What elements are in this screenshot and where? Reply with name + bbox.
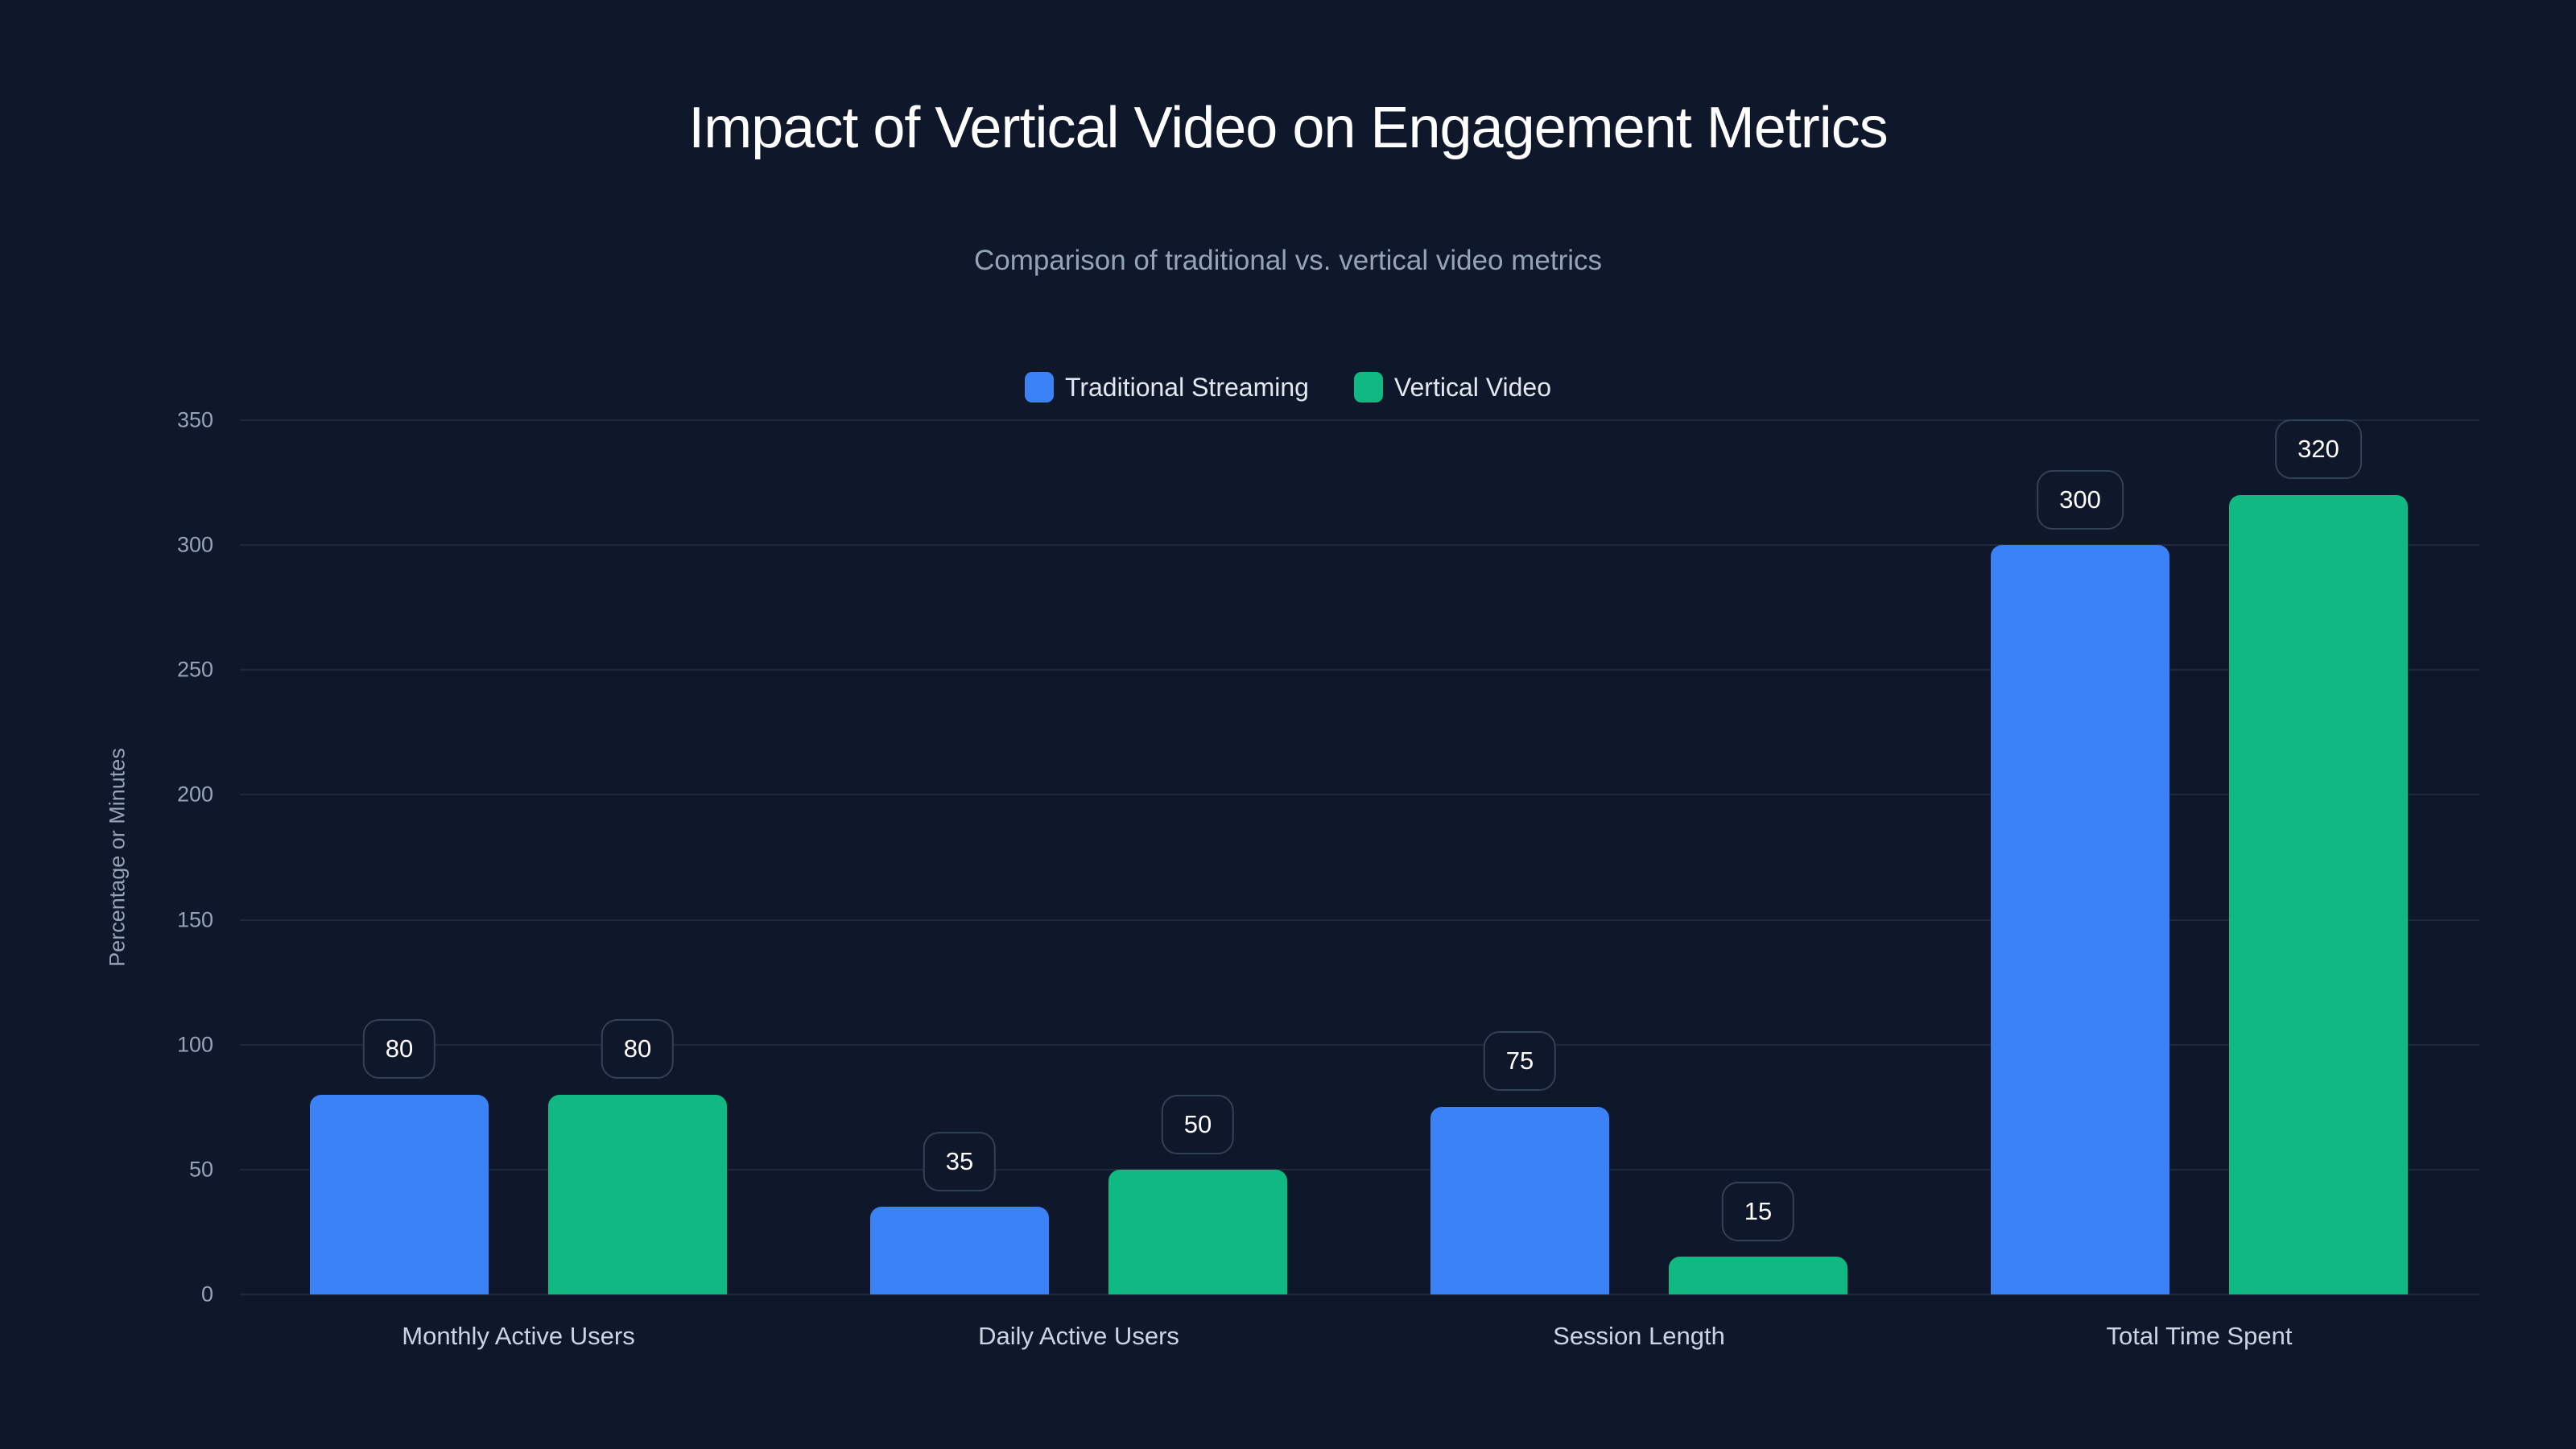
- value-label: 320: [2275, 419, 2362, 479]
- legend-item-traditional-streaming[interactable]: Traditional Streaming: [1024, 372, 1309, 402]
- y-tick: 200: [176, 782, 213, 807]
- gridline-baseline: [240, 1294, 2479, 1295]
- value-label: 15: [1721, 1182, 1795, 1241]
- gridline: [240, 419, 2479, 421]
- y-tick: 300: [176, 532, 213, 557]
- legend-label: Vertical Video: [1393, 372, 1552, 402]
- gridline: [240, 669, 2479, 671]
- y-axis-title: Percentage or Minutes: [105, 748, 130, 967]
- bar-traditional-daily-active-users[interactable]: [870, 1207, 1049, 1294]
- y-tick: 0: [200, 1282, 213, 1307]
- bar-vertical-monthly-active-users[interactable]: [548, 1095, 727, 1294]
- chart-subtitle: Comparison of traditional vs. vertical v…: [973, 245, 1602, 276]
- bar-traditional-session-length[interactable]: [1430, 1107, 1609, 1294]
- value-label: 80: [601, 1019, 675, 1079]
- value-label: 75: [1483, 1031, 1557, 1091]
- bar-traditional-monthly-active-users[interactable]: [310, 1095, 489, 1294]
- legend: Traditional Streaming Vertical Video: [0, 372, 2576, 402]
- gridline: [240, 1044, 2479, 1046]
- gridline: [240, 794, 2479, 795]
- gridline: [240, 1169, 2479, 1170]
- legend-swatch-green-icon: [1353, 372, 1383, 402]
- y-tick: 250: [176, 657, 213, 682]
- value-label: 80: [362, 1019, 436, 1079]
- value-label: 50: [1161, 1095, 1235, 1154]
- gridline: [240, 919, 2479, 921]
- bar-vertical-total-time-spent[interactable]: [2229, 495, 2408, 1294]
- bar-vertical-daily-active-users[interactable]: [1108, 1170, 1287, 1294]
- chart-title: Impact of Vertical Video on Engagement M…: [688, 96, 1888, 160]
- bar-traditional-total-time-spent[interactable]: [1991, 545, 2169, 1294]
- y-tick: 50: [188, 1157, 213, 1182]
- y-tick: 150: [176, 907, 213, 932]
- y-tick: 100: [176, 1032, 213, 1057]
- x-category-label: Total Time Spent: [2106, 1322, 2293, 1350]
- value-label: 35: [923, 1132, 997, 1191]
- value-label: 300: [2037, 470, 2124, 530]
- legend-swatch-blue-icon: [1024, 372, 1054, 402]
- y-tick: 350: [176, 407, 213, 432]
- x-category-label: Daily Active Users: [978, 1322, 1179, 1350]
- bar-vertical-session-length[interactable]: [1669, 1257, 1847, 1294]
- legend-label: Traditional Streaming: [1064, 372, 1309, 402]
- x-category-label: Monthly Active Users: [402, 1322, 635, 1350]
- x-category-label: Session Length: [1553, 1322, 1725, 1350]
- legend-item-vertical-video[interactable]: Vertical Video: [1353, 372, 1552, 402]
- gridline: [240, 544, 2479, 546]
